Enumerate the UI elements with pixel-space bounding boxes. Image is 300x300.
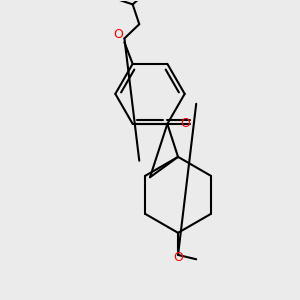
Text: O: O (113, 28, 123, 41)
Text: O: O (181, 117, 190, 130)
Text: O: O (173, 251, 183, 264)
